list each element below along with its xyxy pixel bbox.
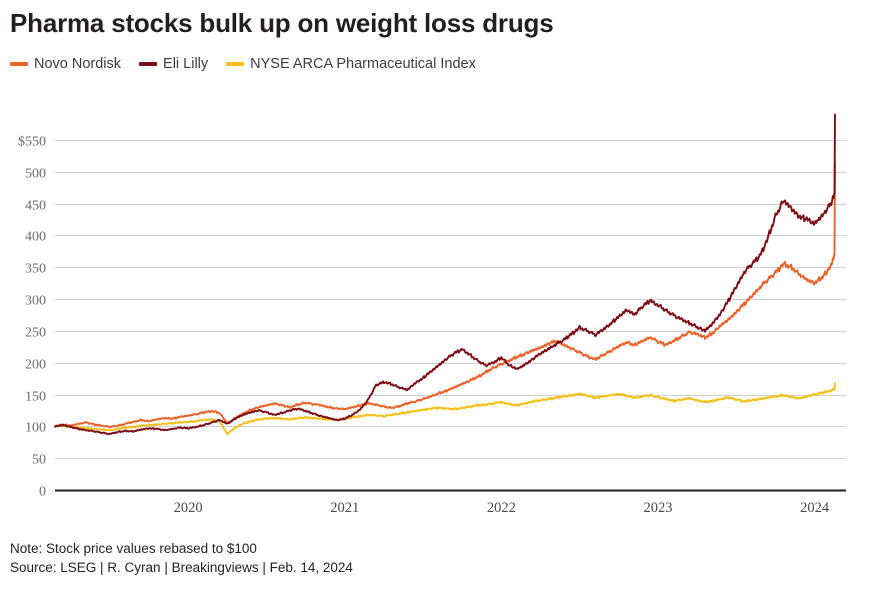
legend-item[interactable]: Eli Lilly	[139, 56, 208, 72]
series-line	[54, 113, 836, 436]
legend-swatch-icon	[139, 62, 158, 66]
footer-source: Source: LSEG | R. Cyran | Breakingviews …	[10, 560, 353, 575]
x-axis-tick-label: 2024	[800, 500, 830, 516]
x-axis-tick-label: 2023	[644, 500, 673, 516]
y-axis-tick-label: 400	[25, 230, 46, 245]
gridlines-group	[55, 140, 846, 459]
y-axis-tick-label: 150	[25, 390, 46, 405]
x-axis-tick-label: 2021	[330, 500, 359, 516]
plot-area: $550 500 450 400 350 300 250 200 150 100 50 0 2020 2…	[0, 88, 882, 518]
legend-item[interactable]: NYSE ARCA Pharmaceutical Index	[226, 56, 476, 72]
page-title: Pharma stocks bulk up on weight loss dru…	[10, 8, 554, 38]
y-axis-tick-label: 450	[25, 199, 46, 214]
y-axis-tick-label: 500	[25, 167, 46, 182]
y-axis-tick-label: 50	[32, 453, 46, 468]
x-axis-labels-group: 2020 2021 2022 2023 2024	[174, 500, 830, 516]
legend-item-label: Eli Lilly	[163, 56, 209, 72]
footer-note: Note: Stock price values rebased to $100	[10, 541, 257, 556]
legend-swatch-icon	[10, 62, 28, 66]
chart-footer: Note: Stock price values rebased to $100…	[10, 541, 353, 575]
series-lines-group	[54, 113, 836, 436]
y-axis-tick-label: 250	[25, 326, 46, 341]
y-axis-tick-label: 350	[25, 262, 46, 277]
legend-swatch-icon	[226, 62, 245, 66]
legend-item-label: Novo Nordisk	[34, 56, 122, 72]
x-axis-tick-label: 2020	[174, 500, 203, 516]
legend-item[interactable]: Novo Nordisk	[10, 56, 121, 72]
y-axis-tick-label: 0	[39, 485, 46, 500]
y-axis-tick-label: 200	[25, 358, 46, 373]
y-axis-tick-label: 100	[25, 421, 46, 436]
x-axis-tick-label: 2022	[487, 500, 516, 516]
y-axis-tick-label: 300	[25, 294, 46, 309]
y-axis-tick-label: $550	[18, 135, 46, 150]
legend-item-label: NYSE ARCA Pharmaceutical Index	[250, 56, 476, 72]
series-line	[54, 382, 836, 435]
series-line	[54, 161, 836, 429]
chart-legend: Novo Nordisk Eli Lilly NYSE ARCA Pharmaceu…	[10, 54, 476, 74]
